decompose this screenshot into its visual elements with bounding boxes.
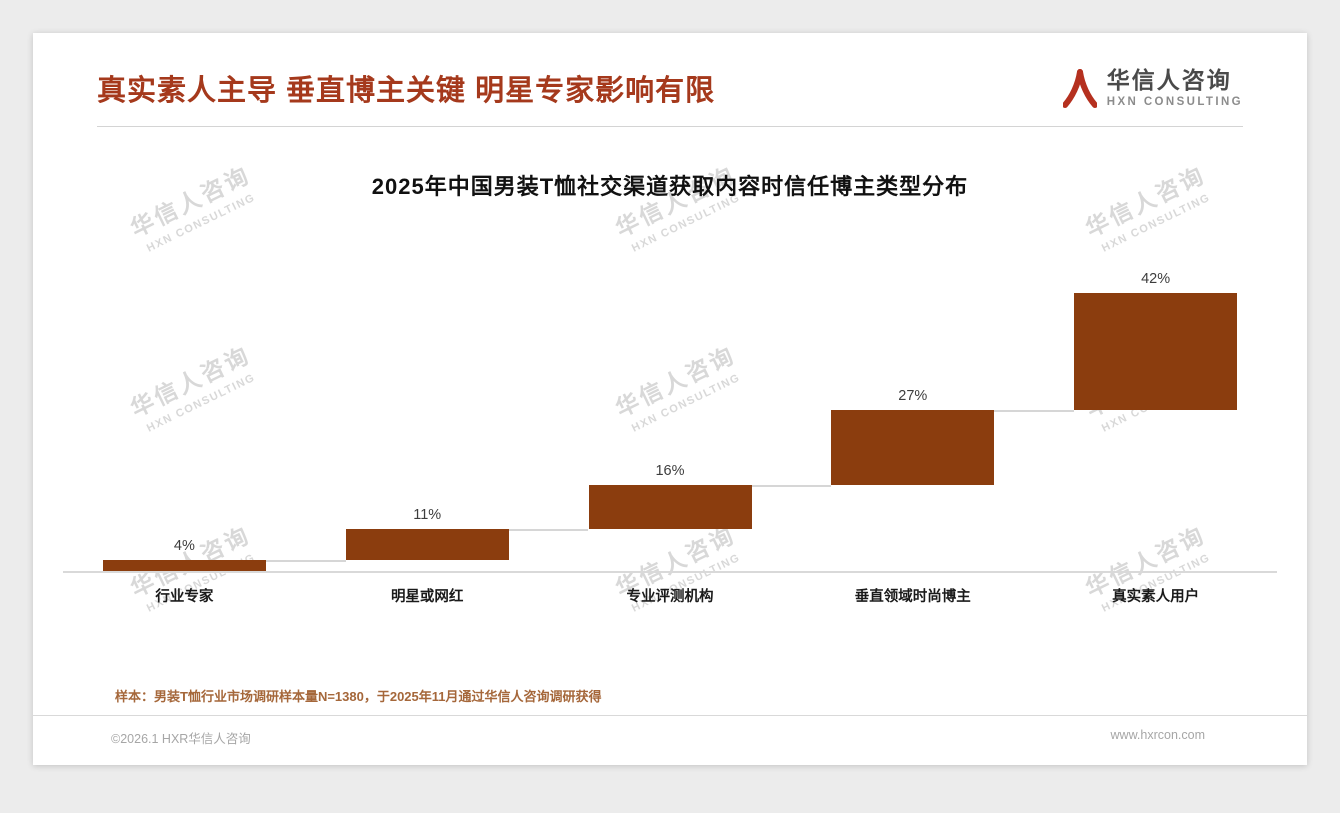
bar-value-label: 16%: [655, 462, 685, 479]
category-axis: 行业专家 明星或网红 专业评测机构 垂直领域时尚博主 真实素人用户: [63, 585, 1277, 606]
step-connector: [265, 559, 346, 562]
report-card: 真实素人主导 垂直博主关键 明星专家影响有限 华信人咨询 HXN CONSULT…: [33, 33, 1307, 765]
bar-1: [102, 559, 266, 571]
brand-name: 华信人咨询: [1106, 67, 1232, 94]
category-label: 真实素人用户: [1112, 589, 1200, 605]
copyright-text: ©2026.1 HXR华信人咨询: [111, 732, 251, 746]
bar-value-label: 27%: [898, 387, 928, 404]
footer-divider: [33, 715, 1307, 716]
bar-3: [588, 484, 752, 530]
x-axis-baseline: [63, 571, 1277, 573]
website-link[interactable]: www.hxrcon.com: [1110, 728, 1205, 742]
sample-note: 样本：男装T恤行业市场调研样本量N=1380，于2025年11月通过华信人咨询调…: [115, 689, 602, 704]
category-label: 行业专家: [155, 589, 214, 605]
brand-logo: 华信人咨询 HXN CONSULTING: [1062, 67, 1243, 108]
chart-title: 2025年中国男装T恤社交渠道获取内容时信任博主类型分布: [371, 174, 969, 199]
category-label: 垂直领域时尚博主: [854, 589, 971, 605]
bar-value-label: 42%: [1141, 271, 1171, 287]
brand-name-en: HXN CONSULTING: [1106, 95, 1243, 108]
bar-chart-plot: 4% 11% 16% 27% 42%: [63, 271, 1277, 573]
step-connector: [508, 529, 589, 532]
bar-2: [345, 529, 509, 560]
step-connector: [751, 484, 832, 487]
category-label: 明星或网红: [390, 589, 464, 605]
header-divider: [97, 126, 1243, 127]
brand-logo-text: 华信人咨询 HXN CONSULTING: [1106, 67, 1243, 108]
category-label: 专业评测机构: [626, 589, 714, 605]
footer-row: ©2026.1 HXR华信人咨询 www.hxrcon.com: [33, 716, 1307, 765]
report-footer: 样本：男装T恤行业市场调研样本量N=1380，于2025年11月通过华信人咨询调…: [33, 686, 1307, 765]
bar-5: [1074, 293, 1238, 410]
chart-section: 华信人咨询 HXN CONSULTING 华信人咨询 HXN CONSULTING 华信…: [33, 127, 1307, 686]
bar-4: [831, 409, 995, 485]
bar-value-label: 4%: [173, 537, 195, 554]
bar-value-label: 11%: [413, 507, 442, 524]
page-title: 真实素人主导 垂直博主关键 明星专家影响有限: [97, 75, 716, 107]
brand-logo-icon: [1062, 69, 1097, 108]
step-connector: [994, 409, 1075, 412]
report-header: 真实素人主导 垂直博主关键 明星专家影响有限 华信人咨询 HXN CONSULT…: [33, 33, 1307, 109]
